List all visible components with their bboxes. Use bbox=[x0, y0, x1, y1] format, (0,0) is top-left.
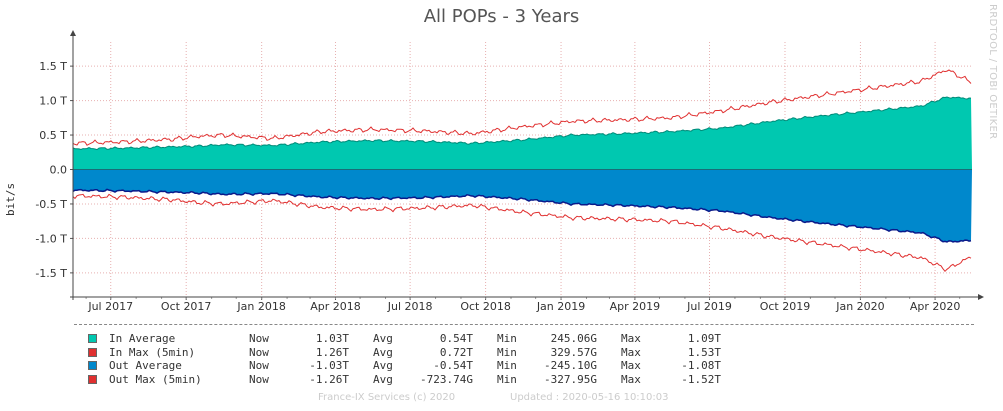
legend-min: -245.10G bbox=[544, 359, 597, 372]
legend-name: Out Max (5min) bbox=[109, 372, 202, 386]
legend-now-label: Now bbox=[249, 359, 269, 372]
y-tick-label: 0.0 bbox=[50, 164, 68, 177]
y-tick-label: -1.5 T bbox=[35, 267, 67, 280]
series-out-average bbox=[73, 169, 972, 242]
legend: In Average Now 1.03T Avg 0.54T Min 245.06G Max 1… bbox=[88, 332, 721, 386]
x-tick-label: Jan 2018 bbox=[236, 300, 285, 313]
y-tick-label: 1.5 T bbox=[39, 60, 67, 73]
legend-max: 1.09T bbox=[687, 332, 721, 345]
x-tick-label: Jul 2018 bbox=[387, 300, 433, 313]
legend-max: 1.53T bbox=[687, 345, 721, 359]
legend-max-label: Max bbox=[621, 345, 641, 359]
legend-min-label: Min bbox=[497, 345, 517, 359]
legend-max: -1.52T bbox=[681, 372, 721, 386]
legend-min-label: Min bbox=[497, 332, 517, 345]
copyright-text: France-IX Services (c) 2020 bbox=[318, 392, 456, 403]
legend-row: In Max (5min) Now 1.26T Avg 0.72T Min 329.57G M… bbox=[88, 346, 721, 360]
series-in-average-edge bbox=[72, 96, 972, 151]
y-tick-label: 1.0 T bbox=[39, 95, 67, 108]
grid bbox=[73, 42, 972, 297]
legend-max-label: Max bbox=[621, 359, 641, 372]
legend-avg: 0.54T bbox=[439, 332, 473, 345]
legend-avg-label: Avg bbox=[373, 359, 393, 372]
legend-now: -1.03T bbox=[309, 359, 349, 372]
legend-name: In Average bbox=[109, 332, 176, 345]
x-tick-label: Jul 2019 bbox=[686, 300, 732, 313]
legend-avg-label: Avg bbox=[373, 372, 393, 386]
x-tick-label: Oct 2017 bbox=[161, 300, 212, 313]
legend-now: -1.26T bbox=[309, 372, 349, 386]
axes bbox=[70, 30, 984, 300]
legend-min-label: Min bbox=[497, 359, 517, 372]
legend-swatch bbox=[88, 361, 97, 371]
legend-name: In Max (5min) bbox=[109, 345, 196, 359]
legend-swatch bbox=[88, 347, 97, 357]
chart-plot: 1.5 T 1.0 T 0.5 T 0.0 -0.5 T -1.0 T -1.5 T Jul… bbox=[35, 30, 984, 313]
updated-text: Updated : 2020-05-16 10:10:03 bbox=[510, 392, 669, 403]
legend-now-label: Now bbox=[249, 345, 269, 359]
legend-avg: -723.74G bbox=[420, 372, 473, 386]
legend-now-label: Now bbox=[249, 372, 269, 386]
y-tick-labels: 1.5 T 1.0 T 0.5 T 0.0 -0.5 T -1.0 T -1.5 T bbox=[35, 60, 67, 280]
legend-name: Out Average bbox=[109, 359, 182, 372]
y-tick-label: -0.5 T bbox=[35, 198, 67, 211]
series-in-max bbox=[72, 69, 972, 146]
legend-row: Out Max (5min) Now -1.26T Avg -723.74G Min -32… bbox=[88, 373, 721, 387]
legend-max: -1.08T bbox=[681, 359, 721, 372]
chart-title: All POPs - 3 Years bbox=[423, 6, 580, 27]
y-tick-label: -1.0 T bbox=[35, 232, 67, 245]
data-areas bbox=[72, 69, 972, 273]
series-in-average bbox=[73, 97, 972, 170]
legend-min: -327.95G bbox=[544, 372, 597, 386]
x-tick-label: Oct 2019 bbox=[760, 300, 811, 313]
legend-min-label: Min bbox=[497, 372, 517, 386]
x-tick-label: Jan 2019 bbox=[536, 300, 585, 313]
x-tick-label: Jul 2017 bbox=[87, 300, 133, 313]
legend-avg: -0.54T bbox=[433, 359, 473, 372]
legend-now: 1.26T bbox=[315, 345, 349, 359]
series-out-max bbox=[72, 193, 972, 273]
legend-max-label: Max bbox=[621, 332, 641, 345]
x-axis-arrow bbox=[978, 294, 984, 300]
legend-avg-label: Avg bbox=[373, 345, 393, 359]
legend-now-label: Now bbox=[249, 332, 269, 345]
series-out-average-edge bbox=[72, 188, 972, 243]
legend-separator bbox=[74, 324, 974, 325]
legend-min: 329.57G bbox=[550, 345, 597, 359]
x-tick-label: Apr 2018 bbox=[310, 300, 361, 313]
legend-now: 1.03T bbox=[315, 332, 349, 345]
y-axis-arrow bbox=[70, 30, 76, 36]
legend-swatch bbox=[88, 374, 97, 384]
y-tick-label: 0.5 T bbox=[39, 129, 67, 142]
x-tick-labels: Jul 2017 Oct 2017 Jan 2018 Apr 2018 Jul 2018… bbox=[87, 300, 960, 313]
x-tick-label: Apr 2019 bbox=[610, 300, 661, 313]
legend-row: Out Average Now -1.03T Avg -0.54T Min -245.10G… bbox=[88, 359, 721, 373]
legend-swatch bbox=[88, 334, 97, 344]
legend-max-label: Max bbox=[621, 372, 641, 386]
x-tick-label: Oct 2018 bbox=[460, 300, 511, 313]
legend-avg-label: Avg bbox=[373, 332, 393, 345]
legend-avg: 0.72T bbox=[439, 345, 473, 359]
legend-row: In Average Now 1.03T Avg 0.54T Min 245.06G Max 1… bbox=[88, 332, 721, 346]
x-tick-label: Apr 2020 bbox=[910, 300, 961, 313]
legend-min: 245.06G bbox=[550, 332, 597, 345]
x-tick-label: Jan 2020 bbox=[835, 300, 884, 313]
